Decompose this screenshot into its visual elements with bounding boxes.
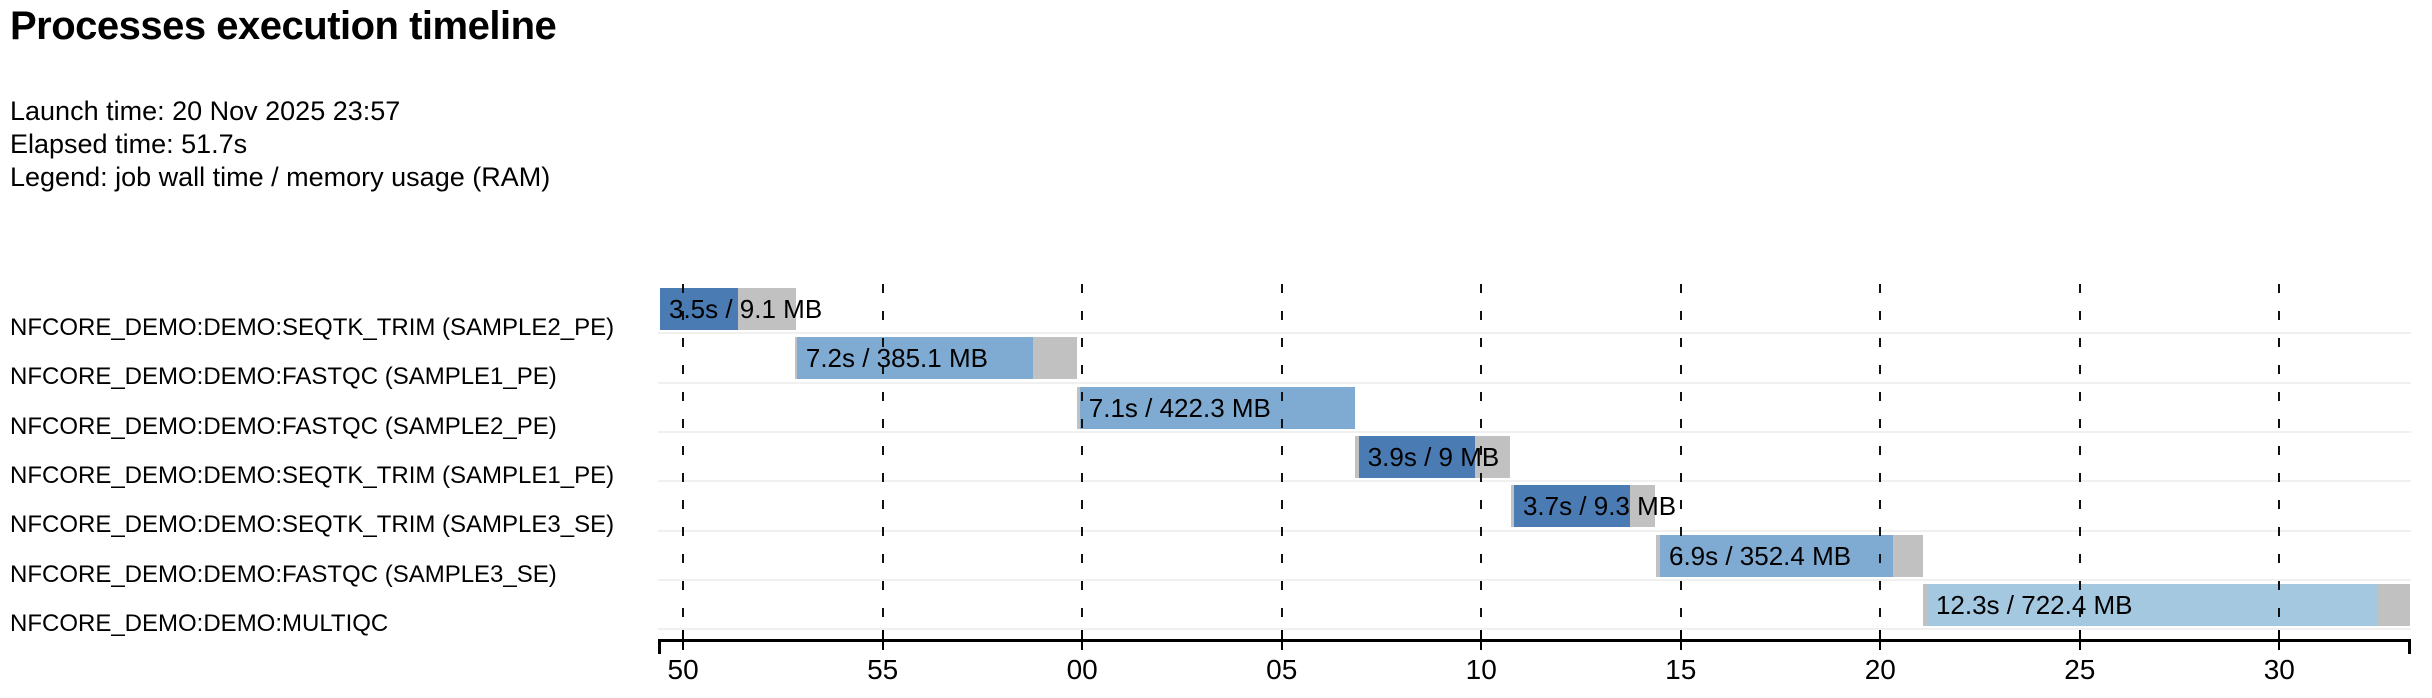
x-axis-tick xyxy=(2078,630,2081,650)
task-bar-run-segment xyxy=(1358,435,1475,478)
task-bar-cap-segment xyxy=(1630,485,1655,528)
task-bar-queue-segment xyxy=(1076,386,1080,429)
time-gridline xyxy=(1480,284,1483,633)
process-label: NFCORE_DEMO:DEMO:SEQTK_TRIM (SAMPLE3_SE) xyxy=(10,511,615,539)
task-bar-label: 3.7s / 9.3 MB xyxy=(1522,491,1677,522)
process-label: NFCORE_DEMO:DEMO:SEQTK_TRIM (SAMPLE2_PE) xyxy=(10,314,615,341)
x-axis-tick-label: 10 xyxy=(1465,654,1497,685)
time-gridline xyxy=(2078,284,2081,633)
time-gridline xyxy=(2278,284,2281,633)
task-bar-label: 6.9s / 352.4 MB xyxy=(1668,540,1852,571)
x-axis-line xyxy=(658,639,2411,642)
x-axis-tick-label: 05 xyxy=(1266,654,1298,685)
page-title: Processes execution timeline xyxy=(10,4,557,48)
row-separator-line xyxy=(658,529,2411,532)
x-axis-tick xyxy=(1480,630,1483,650)
row-separator-line xyxy=(658,332,2411,335)
process-label: NFCORE_DEMO:DEMO:FASTQC (SAMPLE2_PE) xyxy=(10,412,557,440)
x-axis-tick-label: 30 xyxy=(2263,654,2295,685)
time-gridline xyxy=(881,284,884,633)
task-bar-cap-segment xyxy=(2377,583,2410,626)
task-bar-run-segment xyxy=(1926,583,2378,626)
x-axis-tick-label: 50 xyxy=(667,654,699,685)
task-bar-cap-segment xyxy=(1893,534,1923,577)
process-label: NFCORE_DEMO:DEMO:SEQTK_TRIM (SAMPLE1_PE) xyxy=(10,461,615,489)
task-bar-label: 7.1s / 422.3 MB xyxy=(1088,392,1271,423)
task-bar-label: 12.3s / 722.4 MB xyxy=(1935,589,2133,620)
task-bar-label: 7.2s / 385.1 MB xyxy=(805,343,988,374)
legend-text: Legend: job wall time / memory usage (RA… xyxy=(10,162,551,192)
time-gridline xyxy=(1081,284,1084,633)
x-axis-end-cap xyxy=(658,639,661,654)
row-separator-line xyxy=(658,578,2411,581)
row-separator-line xyxy=(658,480,2411,483)
process-label: NFCORE_DEMO:DEMO:MULTIQC xyxy=(10,609,389,637)
task-bar-label: 3.5s / 9.1 MB xyxy=(668,294,823,324)
task-bar-run-segment xyxy=(1079,386,1355,429)
task-bar-run-segment xyxy=(659,288,738,330)
x-axis-tick-label: 25 xyxy=(2064,654,2096,685)
task-bar-queue-segment xyxy=(794,337,797,380)
x-axis-end-cap xyxy=(2408,639,2411,654)
time-gridline xyxy=(1280,284,1283,633)
x-axis-tick xyxy=(1280,630,1283,650)
task-bar-label: 3.9s / 9 MB xyxy=(1367,441,1500,472)
x-axis-tick xyxy=(1081,630,1084,650)
task-bar-cap-segment xyxy=(737,288,796,330)
row-separator-line xyxy=(658,628,2411,631)
x-axis-tick xyxy=(682,630,685,650)
task-bar-queue-segment xyxy=(1510,485,1514,528)
time-gridline xyxy=(1879,284,1882,633)
task-bar-cap-segment xyxy=(1033,337,1077,380)
x-axis-tick-label: 15 xyxy=(1665,654,1697,685)
task-bar-run-segment xyxy=(1659,534,1894,577)
x-axis-tick-label: 20 xyxy=(1864,654,1896,685)
row-separator-line xyxy=(658,430,2411,433)
x-axis-tick xyxy=(2278,630,2281,650)
process-label: NFCORE_DEMO:DEMO:FASTQC (SAMPLE1_PE) xyxy=(10,363,557,391)
task-bar-run-segment xyxy=(796,337,1034,380)
time-gridline xyxy=(1679,284,1682,633)
row-separator-line xyxy=(658,381,2411,384)
time-gridline xyxy=(682,284,685,633)
task-bar-queue-segment xyxy=(1656,534,1660,577)
process-label: NFCORE_DEMO:DEMO:FASTQC (SAMPLE3_SE) xyxy=(10,560,557,588)
task-bar-queue-segment xyxy=(1922,583,1927,626)
x-axis-tick-label: 00 xyxy=(1066,654,1098,685)
task-bar-run-segment xyxy=(1513,485,1631,528)
x-axis-tick-label: 55 xyxy=(867,654,899,685)
x-axis-tick xyxy=(881,630,884,650)
x-axis-tick xyxy=(1879,630,1882,650)
x-axis-tick xyxy=(1679,630,1682,650)
task-bar-queue-segment xyxy=(1354,435,1359,478)
launch-time-text: Launch time: 20 Nov 2025 23:57 xyxy=(10,96,401,126)
elapsed-time-text: Elapsed time: 51.7s xyxy=(10,129,248,159)
